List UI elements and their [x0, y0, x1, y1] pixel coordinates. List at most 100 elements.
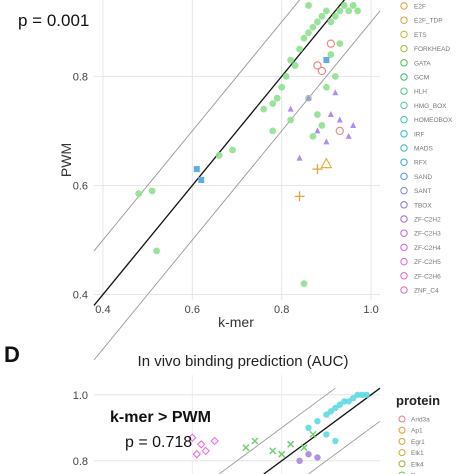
data-point [269, 447, 277, 455]
data-point [287, 116, 295, 124]
data-point [314, 127, 321, 134]
legend: Arid3a Ap1 Egr1 Elk1 Elk4 Evrx [398, 415, 430, 474]
legend-label: HOMEOBOX [414, 117, 453, 124]
data-point [323, 138, 330, 145]
data-point [312, 164, 323, 175]
data-point [260, 105, 268, 113]
p-value-annotation: p = 0.001 [18, 11, 89, 30]
data-point [332, 404, 339, 412]
lower-band-line [93, 10, 381, 361]
data-point [273, 94, 281, 102]
data-point [336, 7, 344, 15]
data-point [350, 121, 357, 128]
plot-area [94, 375, 380, 474]
data-point [336, 40, 344, 48]
data-point [332, 89, 339, 96]
data-point [340, 2, 348, 9]
data-point [300, 34, 308, 42]
data-point [363, 391, 370, 398]
data-point [210, 436, 219, 446]
data-point [193, 166, 200, 173]
y-tick-labels: 0.4 0.6 0.8 [73, 71, 88, 301]
data-point [309, 23, 317, 31]
lower-band-line [308, 420, 381, 474]
data-point [327, 111, 334, 118]
legend-label: IRF [414, 131, 425, 138]
y-tick-label: 0.6 [73, 180, 88, 192]
data-point [354, 391, 361, 398]
plot-area [94, 0, 380, 300]
data-point [305, 424, 312, 431]
data-point [153, 247, 160, 255]
data-point [309, 132, 317, 140]
legend-marker [398, 449, 406, 457]
data-point [300, 444, 308, 452]
data-point [305, 2, 312, 9]
data-point [326, 39, 335, 48]
data-point [148, 187, 156, 195]
legend-marker [400, 2, 408, 10]
data-point [320, 157, 333, 169]
x-tick-label: 0.4 [95, 304, 110, 316]
data-point [323, 411, 330, 418]
legend-label: Elk4 [411, 461, 424, 468]
legend-marker [400, 286, 408, 294]
x-tick-label: 1.0 [363, 304, 378, 316]
data-point [323, 57, 330, 63]
data-point [296, 154, 303, 161]
data-point [336, 116, 343, 123]
data-point [332, 437, 339, 445]
legend-marker [400, 130, 408, 138]
data-point [215, 152, 223, 159]
legend-marker [398, 460, 406, 468]
legend-label: ZF-C2H6 [414, 273, 441, 280]
data-point [345, 7, 353, 15]
data-point [278, 450, 286, 458]
data-point [287, 105, 294, 112]
y-tick-label: 0.8 [73, 71, 88, 83]
data-point [317, 66, 327, 76]
data-point [314, 111, 321, 118]
legend-label: ZF-C2H5 [414, 259, 441, 266]
legend-marker [398, 437, 406, 445]
legend-marker [400, 44, 408, 53]
legend-marker [400, 229, 408, 237]
legend-marker [400, 243, 408, 252]
comparison-annotation: k-mer > PWM [110, 409, 211, 426]
data-point [188, 433, 197, 442]
data-point [201, 446, 210, 456]
legend-marker [400, 172, 408, 181]
data-point [349, 2, 357, 9]
data-point [282, 72, 290, 80]
legend-marker [400, 101, 408, 110]
data-point [327, 408, 335, 415]
data-point [305, 451, 312, 458]
data-point [300, 280, 308, 288]
data-point [135, 190, 143, 198]
legend-label: Elk1 [411, 450, 424, 457]
data-point [192, 449, 202, 459]
x-tick-labels: 0.4 0.6 0.8 1.0 [95, 304, 378, 316]
data-point [331, 72, 339, 80]
legend-marker [398, 426, 406, 434]
data-point [318, 122, 326, 129]
data-points [135, 2, 362, 288]
x-axis-label: k-mer [218, 314, 254, 330]
data-point [314, 418, 321, 425]
legend-title: protein [396, 393, 440, 408]
data-point [331, 12, 339, 20]
p-value-annotation: p = 0.718 [125, 434, 192, 451]
data-point [305, 94, 312, 101]
data-point [305, 29, 312, 37]
y-axis-label: PWM [58, 143, 74, 177]
y-tick-label: 0.8 [73, 456, 88, 468]
data-point [354, 7, 362, 15]
legend-marker [400, 257, 408, 266]
legend-label: Ap1 [411, 428, 423, 435]
data-point [318, 12, 326, 20]
data-point [335, 126, 344, 136]
data-point [287, 56, 295, 64]
legend-label: ZF-C2H2 [414, 217, 441, 224]
data-point [345, 398, 352, 405]
data-point [322, 83, 330, 91]
